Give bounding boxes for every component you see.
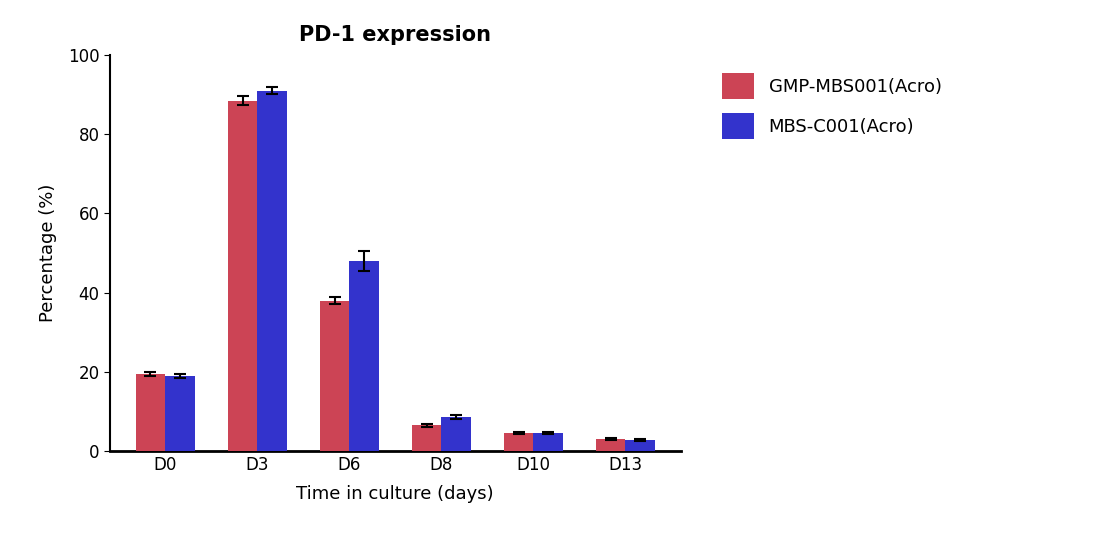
Bar <box>626 440 654 451</box>
Title: PD-1 expression: PD-1 expression <box>300 25 491 45</box>
Bar <box>257 91 287 451</box>
Bar <box>165 376 194 451</box>
Bar <box>441 417 471 451</box>
Bar <box>320 300 349 451</box>
Legend: GMP-MBS001(Acro), MBS-C001(Acro): GMP-MBS001(Acro), MBS-C001(Acro) <box>713 64 951 147</box>
Bar <box>136 374 165 451</box>
X-axis label: Time in culture (days): Time in culture (days) <box>296 485 494 503</box>
Y-axis label: Percentage (%): Percentage (%) <box>38 184 57 322</box>
Bar <box>349 261 379 451</box>
Bar <box>412 425 441 451</box>
Bar <box>504 433 534 451</box>
Bar <box>534 433 563 451</box>
Bar <box>596 439 626 451</box>
Bar <box>227 101 257 451</box>
